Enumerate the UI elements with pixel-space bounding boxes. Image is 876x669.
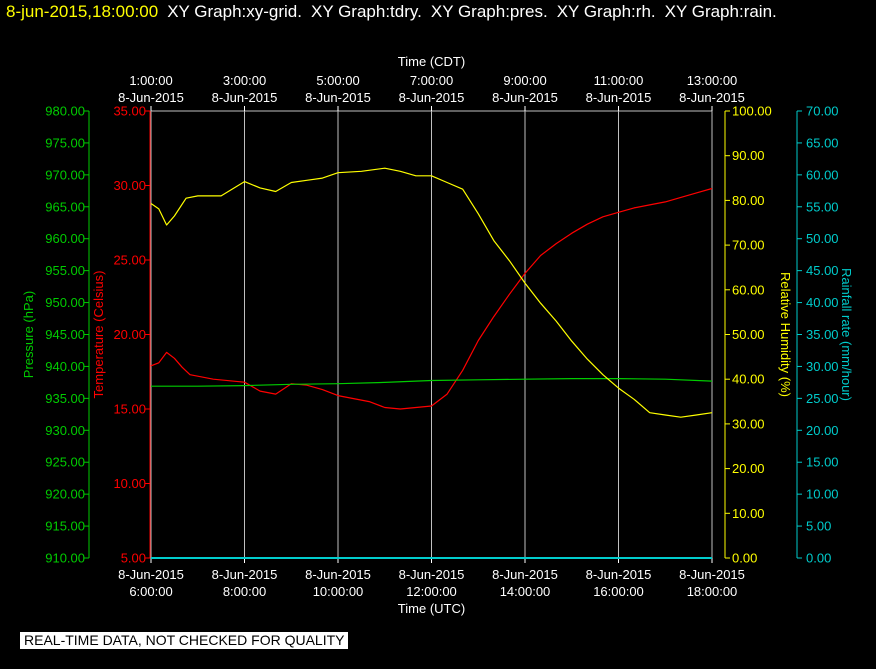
humidity-axis-title: Relative Humidity (%) <box>778 272 793 397</box>
x-top-tick-date: 8-Jun-2015 <box>679 90 745 105</box>
header-datetime: 8-jun-2015,18:00:00 <box>6 2 159 21</box>
temperature-series-line <box>150 187 713 410</box>
x-bottom-tick-time: 10:00:00 <box>313 584 364 599</box>
pressure-axis-tick-label: 935.00 <box>45 391 85 406</box>
x-bottom-tick-time: 18:00:00 <box>687 584 738 599</box>
rainfall-axis-tick-label: 40.00 <box>806 295 839 310</box>
header-graph-tdry: XY Graph:tdry. <box>310 2 422 21</box>
x-top-tick-time: 7:00:00 <box>410 73 453 88</box>
x-top-tick-date: 8-Jun-2015 <box>118 90 184 105</box>
x-top-tick-date: 8-Jun-2015 <box>492 90 558 105</box>
rainfall-axis-tick-label: 0.00 <box>806 551 831 566</box>
x-bottom-tick-time: 16:00:00 <box>593 584 644 599</box>
rainfall-axis-tick-label: 35.00 <box>806 327 839 342</box>
x-top-tick-date: 8-Jun-2015 <box>305 90 371 105</box>
x-top-tick-time: 5:00:00 <box>316 73 359 88</box>
temperature-axis-title: Temperature (Celsius) <box>91 271 106 399</box>
x-bottom-tick-time: 8:00:00 <box>223 584 266 599</box>
rainfall-axis-tick-label: 50.00 <box>806 231 839 246</box>
pressure-series-line <box>151 378 713 387</box>
x-bottom-tick-time: 6:00:00 <box>129 584 172 599</box>
humidity-axis-tick-label: 100.00 <box>732 104 772 119</box>
temperature-axis-tick-label: 15.00 <box>113 402 146 417</box>
x-bottom-tick-date: 8-Jun-2015 <box>118 567 184 582</box>
rainfall-axis-tick-label: 15.00 <box>806 455 839 470</box>
humidity-axis-tick-label: 30.00 <box>732 416 765 431</box>
humidity-series-line <box>150 167 713 418</box>
x-bottom-tick-date: 8-Jun-2015 <box>586 567 652 582</box>
x-top-tick-time: 11:00:00 <box>594 73 644 88</box>
pressure-axis-tick-label: 960.00 <box>45 231 85 246</box>
humidity-axis-tick-label: 20.00 <box>732 461 765 476</box>
x-top-tick-date: 8-Jun-2015 <box>212 90 278 105</box>
humidity-axis-tick-label: 60.00 <box>732 282 765 297</box>
pressure-axis-tick-label: 945.00 <box>45 327 85 342</box>
pressure-axis-title: Pressure (hPa) <box>21 291 36 378</box>
x-top-axis-label: Time (CDT) <box>398 54 465 69</box>
pressure-axis-tick-label: 915.00 <box>45 519 85 534</box>
humidity-axis-tick-label: 40.00 <box>732 372 765 387</box>
temperature-axis-tick-label: 30.00 <box>113 178 146 193</box>
rainfall-axis-tick-label: 45.00 <box>806 263 839 278</box>
pressure-axis-tick-label: 955.00 <box>45 263 85 278</box>
pressure-axis-tick-label: 925.00 <box>45 455 85 470</box>
header-graph-rh: XY Graph:rh. <box>556 2 656 21</box>
rainfall-axis-tick-label: 70.00 <box>806 104 839 119</box>
x-top-tick-time: 1:00:00 <box>129 73 172 88</box>
pressure-axis-tick-label: 950.00 <box>45 295 85 310</box>
rainfall-axis-tick-label: 5.00 <box>806 519 831 534</box>
rainfall-axis-tick-label: 65.00 <box>806 135 839 150</box>
humidity-axis-tick-label: 10.00 <box>732 506 765 521</box>
rainfall-axis-tick-label: 60.00 <box>806 167 839 182</box>
x-bottom-tick-time: 14:00:00 <box>500 584 551 599</box>
humidity-axis-tick-label: 70.00 <box>732 238 765 253</box>
x-bottom-tick-date: 8-Jun-2015 <box>492 567 558 582</box>
rainfall-axis-tick-label: 55.00 <box>806 199 839 214</box>
humidity-axis-tick-label: 50.00 <box>732 327 765 342</box>
x-top-tick-date: 8-Jun-2015 <box>399 90 465 105</box>
x-bottom-tick-date: 8-Jun-2015 <box>679 567 745 582</box>
graph-header: 8-jun-2015,18:00:00 XY Graph:xy-grid. XY G… <box>6 2 777 22</box>
x-bottom-tick-date: 8-Jun-2015 <box>305 567 371 582</box>
x-top-tick-time: 3:00:00 <box>223 73 266 88</box>
x-bottom-tick-date: 8-Jun-2015 <box>399 567 465 582</box>
temperature-axis-tick-label: 35.00 <box>113 104 146 119</box>
temperature-axis-tick-label: 25.00 <box>113 253 146 268</box>
pressure-axis-tick-label: 940.00 <box>45 359 85 374</box>
rainfall-axis-tick-label: 30.00 <box>806 359 839 374</box>
rainfall-axis-tick-label: 20.00 <box>806 423 839 438</box>
pressure-axis-tick-label: 975.00 <box>45 135 85 150</box>
rainfall-axis-title: Rainfall rate (mm/hour) <box>839 268 854 401</box>
pressure-axis-tick-label: 970.00 <box>45 167 85 182</box>
x-bottom-axis-label: Time (UTC) <box>398 601 465 616</box>
header-graph-grid: XY Graph:xy-grid. <box>167 2 302 21</box>
temperature-axis-tick-label: 5.00 <box>121 551 146 566</box>
temperature-axis-tick-label: 20.00 <box>113 327 146 342</box>
disclaimer-banner: REAL-TIME DATA, NOT CHECKED FOR QUALITY <box>20 632 349 649</box>
x-top-tick-time: 9:00:00 <box>503 73 546 88</box>
humidity-axis-tick-label: 0.00 <box>732 551 757 566</box>
rainfall-axis-tick-label: 25.00 <box>806 391 839 406</box>
x-top-tick-time: 13:00:00 <box>687 73 738 88</box>
header-graph-rain: XY Graph:rain. <box>664 2 777 21</box>
pressure-axis-tick-label: 980.00 <box>45 104 85 119</box>
x-bottom-tick-time: 12:00:00 <box>406 584 457 599</box>
humidity-axis-tick-label: 90.00 <box>732 148 765 163</box>
pressure-axis-tick-label: 930.00 <box>45 423 85 438</box>
header-graph-pres: XY Graph:pres. <box>430 2 548 21</box>
x-bottom-tick-date: 8-Jun-2015 <box>212 567 278 582</box>
rainfall-axis-tick-label: 10.00 <box>806 487 839 502</box>
pressure-axis-tick-label: 920.00 <box>45 487 85 502</box>
temperature-axis-tick-label: 10.00 <box>113 476 146 491</box>
pressure-axis-tick-label: 910.00 <box>45 551 85 566</box>
humidity-axis-tick-label: 80.00 <box>732 193 765 208</box>
pressure-axis-tick-label: 965.00 <box>45 199 85 214</box>
x-top-tick-date: 8-Jun-2015 <box>586 90 652 105</box>
